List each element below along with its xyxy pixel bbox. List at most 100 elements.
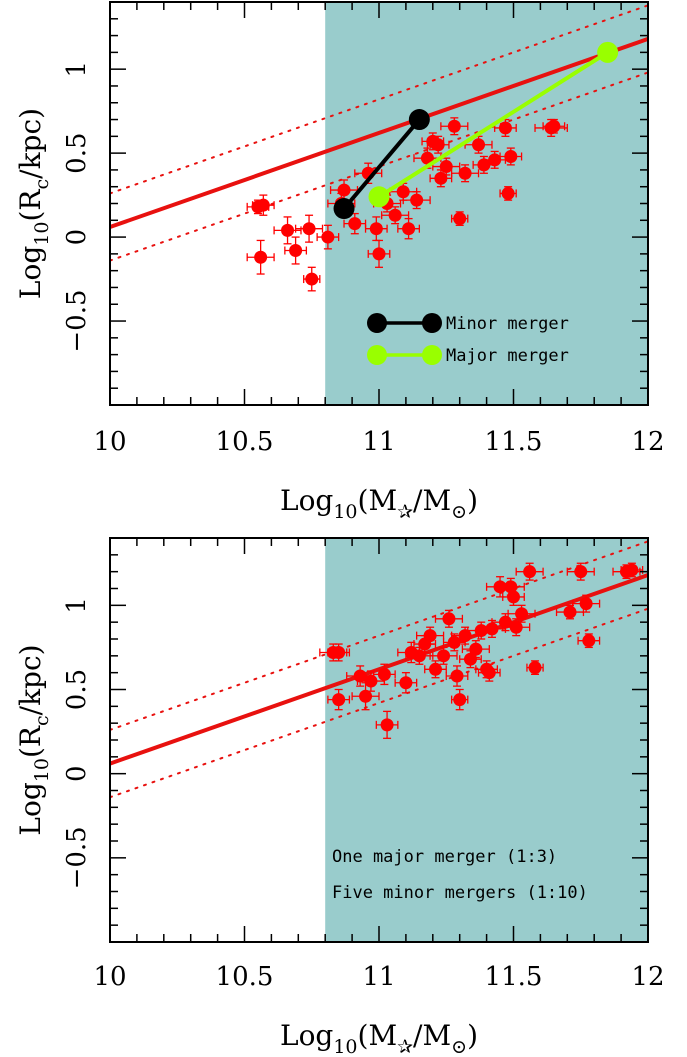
axis-label-part: (R	[14, 725, 47, 758]
data-point-marker	[380, 718, 394, 732]
data-point	[502, 587, 525, 606]
top-panel: 10 10.5 11 11.5 12−0.500.51Log10(M✰/M⊙)Log10…	[14, 1, 665, 523]
data-point	[507, 604, 536, 623]
data-point	[343, 212, 367, 235]
data-point-marker	[447, 635, 461, 649]
merger-track-start	[368, 186, 390, 208]
legend-label: Minor merger	[446, 314, 569, 334]
data-point-marker	[434, 171, 448, 185]
data-point-marker	[547, 119, 561, 133]
annotation-text: One major merger (1:3)	[332, 847, 557, 867]
y-tick-label: 0	[62, 765, 92, 782]
data-point-marker	[528, 661, 542, 675]
data-point	[429, 646, 458, 665]
data-point-marker	[437, 649, 451, 663]
data-point	[542, 118, 566, 134]
data-point-marker	[399, 676, 413, 690]
data-point-marker	[563, 605, 577, 619]
data-point-marker	[428, 662, 442, 676]
data-point	[246, 239, 275, 275]
fit-line	[110, 37, 648, 229]
data-point-marker	[402, 222, 416, 236]
data-point	[351, 682, 380, 711]
axis-label-part: 10	[333, 501, 357, 523]
x-tick-label: 11.5	[485, 427, 543, 457]
data-point	[499, 147, 523, 166]
x-axis-label: Log10(M✰/M⊙)	[280, 484, 478, 523]
axis-label-part: c	[31, 715, 53, 726]
axis-label-part: (R	[14, 189, 47, 222]
data-point	[397, 217, 421, 240]
merger-track	[368, 41, 619, 208]
data-point-marker	[348, 217, 362, 231]
axis-label-part: (M	[358, 1019, 398, 1052]
shaded-region	[325, 538, 648, 942]
y-tick-label: 0.5	[62, 669, 92, 710]
data-point	[502, 618, 531, 637]
data-point	[494, 118, 517, 137]
axis-label-part: Log	[14, 246, 47, 299]
data-point-marker	[509, 620, 523, 634]
data-point-marker	[453, 693, 467, 707]
axis-label-part: 10	[333, 1036, 357, 1057]
data-point-marker	[372, 247, 386, 261]
data-point-marker	[504, 149, 518, 163]
data-point	[303, 266, 321, 292]
data-point	[316, 224, 340, 250]
data-point-marker	[254, 250, 268, 264]
data-point-marker	[289, 244, 303, 258]
axis-label-part: ✰	[397, 1036, 413, 1057]
data-point	[367, 239, 391, 268]
axis-label-part: 10	[31, 758, 53, 782]
data-point	[284, 236, 308, 265]
data-point-marker	[369, 222, 383, 236]
data-point-marker	[256, 198, 270, 212]
data-point-marker	[337, 183, 351, 197]
axis-label-part: ⊙	[451, 1036, 467, 1057]
x-tick-label: 10.5	[216, 962, 274, 992]
data-point-marker	[488, 153, 502, 167]
plot-area	[110, 540, 648, 799]
data-point-marker	[523, 565, 537, 579]
axis-label-part: ⊙	[451, 501, 467, 523]
data-point	[450, 688, 469, 711]
y-tick-label: 0	[62, 229, 92, 246]
axis-label-part: ✰	[397, 501, 413, 523]
axis-label-part: 10	[31, 222, 53, 246]
y-tick-label: 1	[62, 597, 92, 614]
data-point-marker	[501, 186, 515, 200]
data-point	[572, 594, 601, 613]
x-tick-label: 10	[93, 962, 126, 992]
axis-label-part: /kpc)	[14, 644, 47, 715]
data-point-marker	[431, 138, 445, 152]
bottom-panel: 10 10.5 11 11.5 12−0.500.51Log10(M✰/M⊙)Log10…	[14, 537, 665, 1057]
legend-item: Major merger	[367, 345, 569, 366]
data-point-marker	[412, 649, 426, 663]
data-point	[294, 214, 324, 243]
data-point	[402, 191, 431, 210]
data-point-marker	[410, 193, 424, 207]
y-tick-label: −0.5	[62, 826, 92, 889]
data-point-marker	[447, 119, 461, 133]
data-point-marker	[458, 166, 472, 180]
data-point	[483, 150, 507, 169]
legend-item: Minor merger	[367, 313, 569, 334]
data-point	[461, 640, 490, 659]
data-point	[477, 663, 501, 682]
y-tick-label: 1	[62, 61, 92, 78]
data-point-marker	[463, 652, 477, 666]
data-point-marker	[453, 212, 467, 226]
axis-label-part: /kpc)	[14, 108, 47, 179]
data-point	[526, 660, 544, 675]
data-point	[515, 562, 544, 581]
y-tick-label: 0.5	[62, 132, 92, 173]
merger-track-start	[333, 198, 355, 220]
axis-label-part: )	[467, 1019, 478, 1052]
x-tick-label: 12	[631, 962, 664, 992]
data-point-marker	[377, 667, 391, 681]
axis-label-part: c	[31, 179, 53, 190]
merger-track-line	[377, 50, 609, 199]
data-point-marker	[388, 208, 402, 222]
data-point	[445, 665, 469, 687]
data-point-marker	[396, 185, 410, 199]
